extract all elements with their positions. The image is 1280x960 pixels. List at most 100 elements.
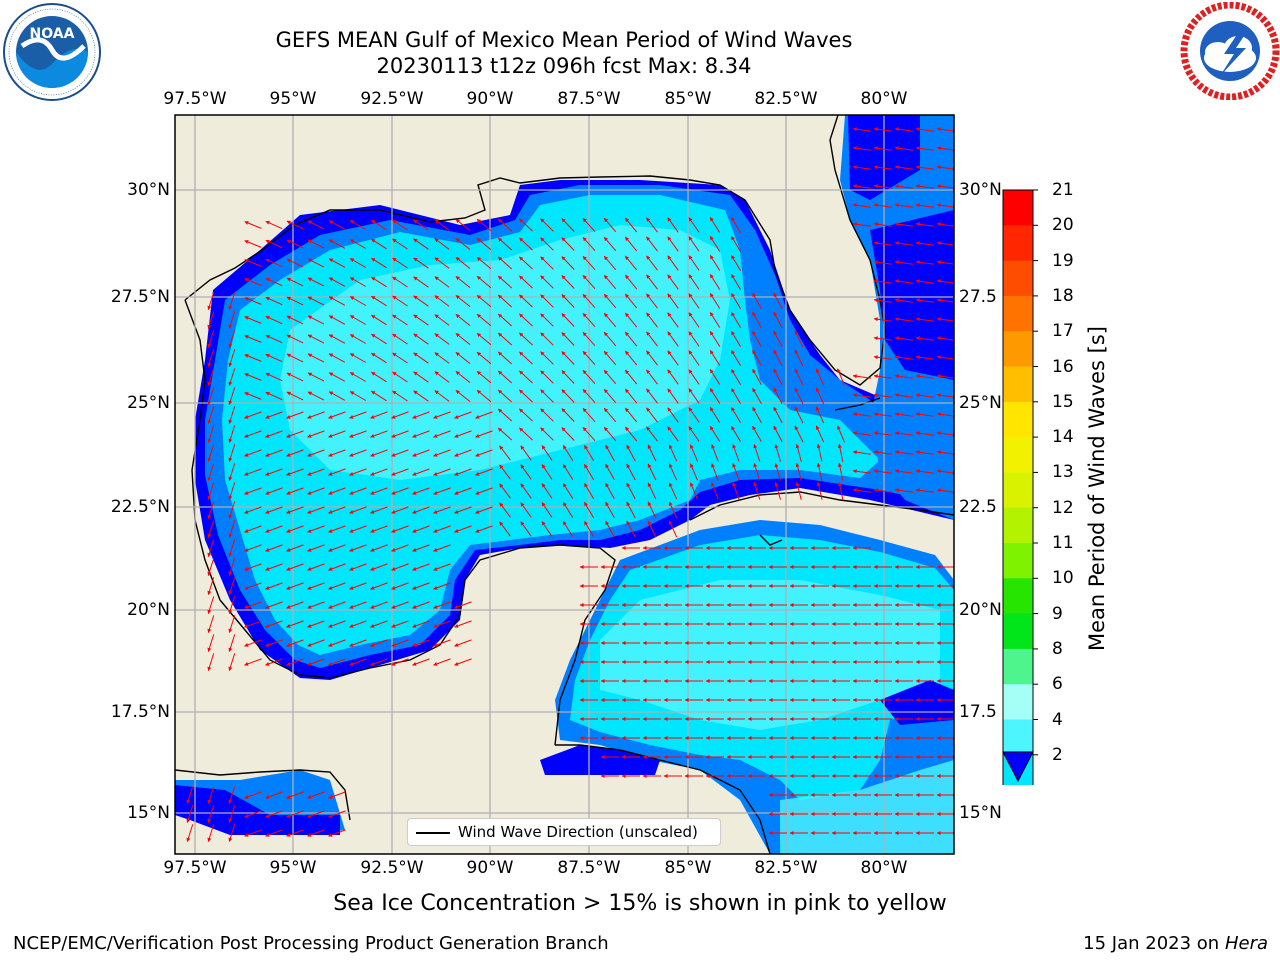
wind-arrow <box>307 353 325 363</box>
wind-arrow <box>433 620 451 628</box>
wind-arrow <box>936 469 954 474</box>
wind-arrow <box>873 450 892 455</box>
lat-tick-left: 30°N <box>127 180 170 200</box>
wind-arrow <box>668 444 678 462</box>
wind-arrow <box>207 368 215 386</box>
wind-arrow <box>391 506 409 514</box>
wind-arrow <box>207 824 215 842</box>
wind-arrow <box>392 352 408 364</box>
wind-arrow <box>667 331 679 347</box>
wind-arrow <box>936 336 954 341</box>
lon-tick-top: 87.5°W <box>557 89 621 109</box>
wind-arrow <box>455 390 471 402</box>
wind-arrow <box>244 316 262 324</box>
wind-arrow <box>709 255 721 271</box>
wind-arrow <box>433 487 451 495</box>
wind-arrow <box>370 468 388 476</box>
wind-arrow <box>815 387 825 405</box>
wind-arrow <box>773 292 783 310</box>
wind-arrow <box>349 639 367 647</box>
wind-arrow <box>307 582 325 590</box>
wind-arrow <box>688 236 700 252</box>
lon-tick-top: 92.5°W <box>360 89 424 109</box>
wind-arrow <box>894 355 913 360</box>
wind-arrow <box>540 332 554 346</box>
wind-arrow <box>540 408 554 422</box>
wind-arrow <box>915 165 934 170</box>
graticule <box>175 115 954 854</box>
wind-arrow <box>475 468 493 476</box>
colorbar-tick-label: 18 <box>1052 285 1074 306</box>
wind-arrow <box>894 374 913 379</box>
wind-arrow <box>499 502 511 518</box>
wind-arrow <box>307 487 325 495</box>
wind-arrow <box>475 430 493 438</box>
wind-arrow <box>794 349 804 367</box>
wind-arrow <box>412 601 430 609</box>
wind-arrow <box>228 387 236 405</box>
wind-arrow <box>228 311 236 329</box>
wind-arrow <box>454 468 472 476</box>
wind-arrow <box>603 217 617 233</box>
wind-arrow <box>915 393 934 398</box>
wind-arrow <box>773 387 783 405</box>
wind-arrow <box>328 582 346 590</box>
wind-arrow <box>244 639 262 647</box>
noaa-logo-text: NOAA <box>30 26 75 42</box>
wind-arrow <box>894 222 913 227</box>
wind-arrow <box>244 544 262 552</box>
wind-arrow <box>852 203 871 208</box>
lon-tick-top: 82.5°W <box>754 89 818 109</box>
wind-arrow <box>228 653 236 671</box>
wind-arrow <box>286 449 304 457</box>
wind-arrow <box>286 506 304 514</box>
wind-arrow <box>349 430 367 438</box>
wind-arrow <box>207 596 215 614</box>
wind-arrow <box>476 218 492 232</box>
wind-arrow <box>667 217 679 233</box>
wind-arrow <box>228 596 236 614</box>
lat-tick-left: 27.5°N <box>110 287 170 307</box>
wind-arrow <box>349 601 367 609</box>
wind-arrow <box>646 426 658 442</box>
colorbar-tick-label: 4 <box>1052 709 1063 730</box>
caribbean-south <box>780 760 954 854</box>
lat-tick-right: 22.5 <box>959 497 997 517</box>
wind-arrow <box>873 374 892 379</box>
wind-arrow <box>349 391 367 401</box>
wind-arrow <box>894 412 913 417</box>
wind-arrow <box>228 425 236 443</box>
wind-arrow <box>562 483 574 499</box>
wind-arrow <box>475 449 493 457</box>
wind-arrow <box>540 351 554 365</box>
wind-arrow <box>392 390 408 402</box>
lon-tick-bottom: 80°W <box>860 858 908 878</box>
wind-arrow <box>475 525 493 533</box>
wind-arrow <box>605 444 615 462</box>
wind-arrow <box>307 239 325 249</box>
wind-arrow <box>207 482 215 500</box>
lon-tick-bottom: 82.5°W <box>754 858 818 878</box>
wind-arrow <box>228 444 236 462</box>
wind-arrow <box>711 444 719 462</box>
wind-arrow <box>709 312 721 328</box>
wind-arrow <box>541 483 553 499</box>
wind-arrow <box>307 277 325 287</box>
wind-arrow <box>688 274 700 290</box>
colorbar-swatch <box>1003 648 1033 685</box>
wind-arrow <box>392 371 408 383</box>
wind-arrow <box>730 368 742 385</box>
wind-arrow <box>265 220 283 230</box>
wind-arrow <box>541 521 553 537</box>
wind-arrow <box>894 317 913 322</box>
wind-arrow <box>753 463 761 481</box>
wind-arrow <box>794 406 804 424</box>
wind-arrow <box>583 501 595 518</box>
wind-arrow <box>286 620 304 628</box>
wind-arrow <box>328 391 346 401</box>
wind-arrow <box>391 620 409 628</box>
wind-arrow <box>286 544 304 552</box>
wind-arrow <box>667 369 679 385</box>
wind-arrow <box>391 639 409 647</box>
wind-arrow <box>371 219 387 231</box>
